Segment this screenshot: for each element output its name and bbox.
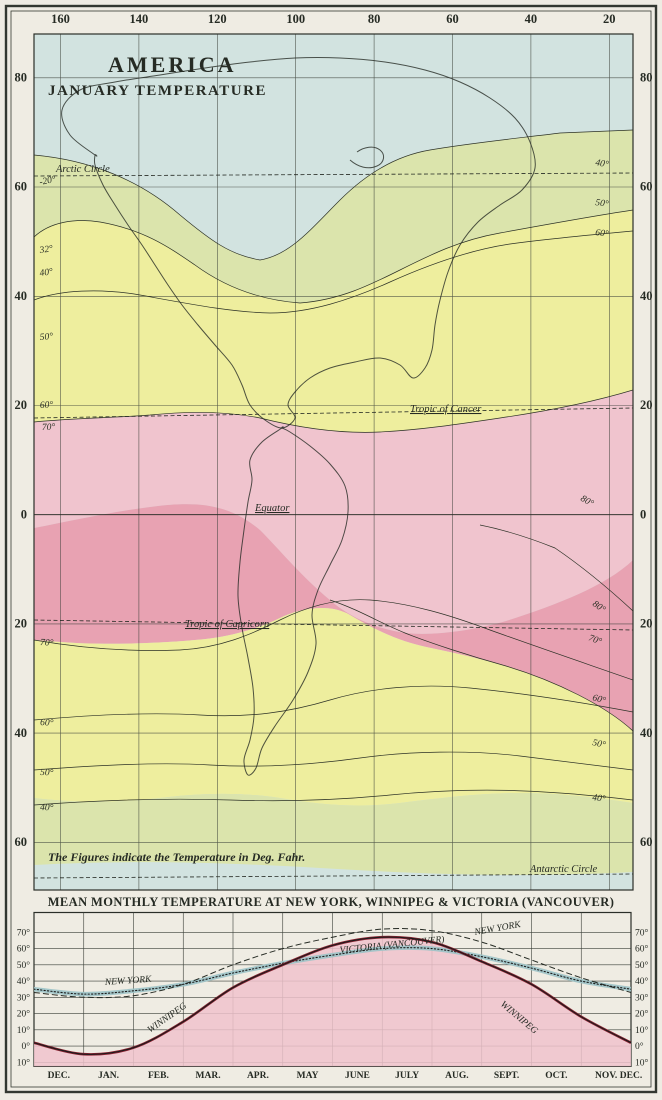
- svg-text:Tropic of Cancer: Tropic of Cancer: [410, 404, 482, 415]
- svg-text:JUNE: JUNE: [345, 1071, 370, 1081]
- svg-text:120: 120: [208, 12, 227, 26]
- svg-text:Arctic Circle: Arctic Circle: [55, 164, 110, 175]
- svg-text:40: 40: [15, 726, 28, 740]
- svg-text:Tropic of Capricorn: Tropic of Capricorn: [185, 619, 269, 630]
- svg-text:MEAN MONTHLY TEMPERATURE AT NE: MEAN MONTHLY TEMPERATURE AT NEW YORK, WI…: [48, 895, 615, 909]
- svg-text:AUG.: AUG.: [445, 1071, 469, 1081]
- svg-text:DEC.: DEC.: [620, 1071, 642, 1081]
- svg-text:60°: 60°: [595, 227, 610, 240]
- svg-text:100: 100: [286, 12, 305, 26]
- svg-text:0: 0: [21, 508, 27, 522]
- svg-text:60°: 60°: [635, 944, 649, 955]
- svg-text:60°: 60°: [17, 944, 31, 955]
- svg-text:140: 140: [130, 12, 149, 26]
- svg-text:30°: 30°: [635, 992, 649, 1003]
- svg-text:70°: 70°: [42, 422, 56, 433]
- svg-text:80: 80: [368, 12, 381, 26]
- svg-text:40°: 40°: [17, 976, 31, 987]
- svg-text:40: 40: [525, 12, 538, 26]
- svg-text:70°: 70°: [635, 928, 649, 939]
- svg-text:20: 20: [15, 398, 28, 412]
- svg-text:60: 60: [446, 12, 459, 26]
- svg-text:NOV.: NOV.: [595, 1071, 617, 1081]
- svg-text:40°: 40°: [592, 792, 607, 805]
- svg-text:JANUARY TEMPERATURE: JANUARY TEMPERATURE: [48, 83, 267, 99]
- svg-text:0°: 0°: [635, 1041, 644, 1052]
- svg-text:20°: 20°: [635, 1009, 649, 1020]
- svg-text:The Figures indicate the Tempe: The Figures indicate the Temperature in …: [48, 850, 305, 864]
- svg-text:FEB.: FEB.: [148, 1071, 169, 1081]
- svg-text:JULY: JULY: [395, 1071, 419, 1081]
- svg-text:OCT.: OCT.: [545, 1071, 567, 1081]
- svg-text:JAN.: JAN.: [98, 1071, 119, 1081]
- svg-text:40°: 40°: [39, 266, 54, 279]
- svg-text:40°: 40°: [635, 976, 649, 987]
- svg-text:60°: 60°: [40, 399, 54, 411]
- svg-text:0: 0: [640, 508, 646, 522]
- svg-text:60: 60: [15, 835, 28, 849]
- svg-text:10°: 10°: [635, 1025, 649, 1036]
- svg-text:AMERICA: AMERICA: [108, 52, 237, 77]
- svg-text:50°: 50°: [39, 331, 53, 343]
- svg-text:APR.: APR.: [247, 1071, 269, 1081]
- svg-text:30°: 30°: [17, 992, 31, 1003]
- svg-text:MAY: MAY: [297, 1071, 319, 1081]
- svg-text:40°: 40°: [594, 157, 609, 170]
- svg-text:10°: 10°: [635, 1057, 649, 1068]
- svg-text:160: 160: [51, 12, 70, 26]
- svg-text:80: 80: [15, 71, 28, 85]
- svg-text:32°: 32°: [38, 243, 54, 256]
- svg-text:50°: 50°: [595, 197, 610, 210]
- svg-text:SEPT.: SEPT.: [494, 1071, 519, 1081]
- svg-text:20: 20: [603, 12, 616, 26]
- svg-text:DEC.: DEC.: [48, 1071, 70, 1081]
- svg-text:10°: 10°: [17, 1057, 31, 1068]
- svg-text:10°: 10°: [17, 1025, 31, 1036]
- svg-text:Antarctic Circle: Antarctic Circle: [529, 864, 598, 875]
- svg-text:50°: 50°: [17, 960, 31, 971]
- svg-text:20°: 20°: [17, 1009, 31, 1020]
- svg-text:MAR.: MAR.: [196, 1071, 221, 1081]
- svg-text:50°: 50°: [635, 960, 649, 971]
- svg-text:20: 20: [15, 617, 28, 631]
- svg-text:40: 40: [15, 289, 28, 303]
- svg-text:Equator: Equator: [254, 503, 290, 514]
- svg-text:70°: 70°: [17, 928, 31, 939]
- svg-text:60: 60: [15, 180, 28, 194]
- svg-text:0°: 0°: [21, 1041, 30, 1052]
